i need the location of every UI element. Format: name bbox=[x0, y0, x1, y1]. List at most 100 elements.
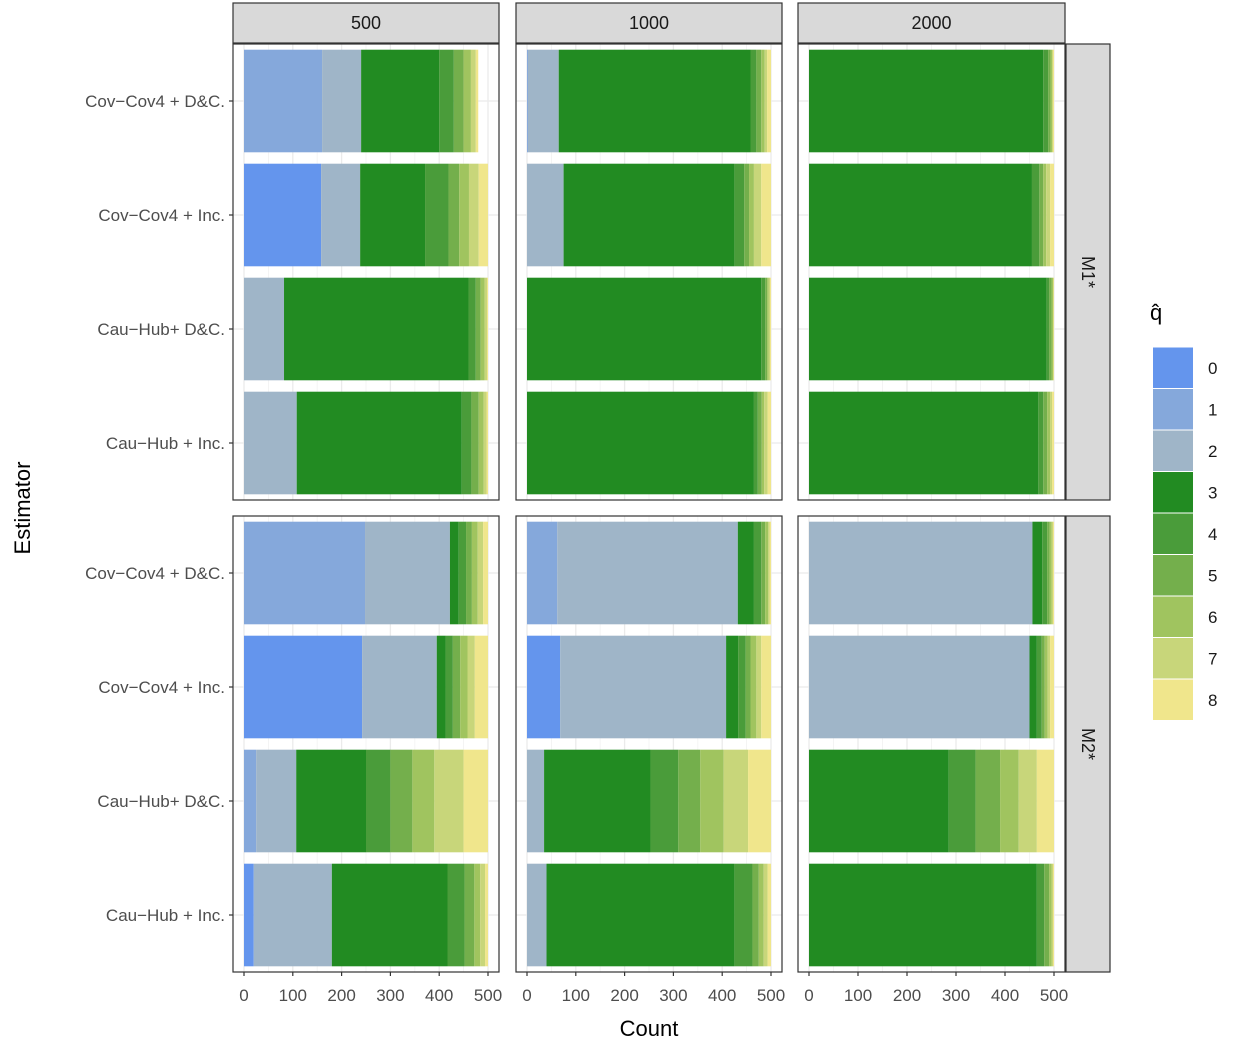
bar-segment-q8 bbox=[485, 863, 488, 967]
bar-segment-q1 bbox=[527, 521, 558, 625]
bar-segment-q5 bbox=[1039, 163, 1044, 267]
bar-segment-q0 bbox=[244, 635, 363, 739]
bar-segment-q5 bbox=[745, 635, 751, 739]
bar-segment-q7 bbox=[484, 277, 488, 381]
bar-segment-q4 bbox=[1046, 277, 1050, 381]
bar-segment-q6 bbox=[463, 49, 471, 153]
x-tick-label: 500 bbox=[1040, 986, 1068, 1005]
y-tick-label: Cov−Cov4 + Inc. bbox=[98, 206, 225, 225]
legend-label: 1 bbox=[1208, 400, 1217, 419]
bar-segment-q3 bbox=[737, 521, 754, 625]
bar-segment-q5 bbox=[475, 277, 481, 381]
bar-segment-q7 bbox=[477, 521, 484, 625]
bar-segment-q8 bbox=[767, 391, 771, 495]
bar-segment-q5 bbox=[757, 391, 762, 495]
bar-segment-q3 bbox=[563, 163, 735, 267]
bar-segment-q4 bbox=[734, 863, 753, 967]
bar-segment-q7 bbox=[1052, 49, 1054, 153]
bar-segment-q4 bbox=[650, 749, 679, 853]
bar-segment-q3 bbox=[809, 749, 949, 853]
bar-segment-q6 bbox=[765, 521, 769, 625]
panel-M1*-500 bbox=[232, 43, 500, 501]
bar-segment-q7 bbox=[1018, 749, 1037, 853]
bar-segment-q4 bbox=[1031, 163, 1040, 267]
bar-segment-q5 bbox=[1044, 863, 1050, 967]
bar-segment-q2 bbox=[322, 49, 362, 153]
bar-segment-q5 bbox=[752, 863, 759, 967]
bar-segment-q3 bbox=[809, 277, 1047, 381]
x-tick-label: 100 bbox=[279, 986, 307, 1005]
bar-segment-q3 bbox=[546, 863, 735, 967]
bar-segment-q2 bbox=[527, 163, 564, 267]
x-tick-label: 400 bbox=[708, 986, 736, 1005]
bar-segment-q8 bbox=[463, 749, 488, 853]
bar-segment-q3 bbox=[809, 863, 1037, 967]
bar-segment-q7 bbox=[1051, 521, 1054, 625]
bar-segment-q6 bbox=[758, 863, 764, 967]
bar-segment-q4 bbox=[753, 391, 758, 495]
bar-segment-q7 bbox=[763, 863, 768, 967]
x-tick-label: 100 bbox=[562, 986, 590, 1005]
bar-segment-q0 bbox=[244, 863, 254, 967]
bar-segment-q3 bbox=[558, 49, 751, 153]
panel-border bbox=[797, 515, 1066, 973]
bar-segment-q7 bbox=[756, 635, 762, 739]
bar-segment-q7 bbox=[768, 521, 770, 625]
legend-key-4 bbox=[1153, 513, 1193, 554]
bar-segment-q4 bbox=[461, 391, 472, 495]
bar-segment-q1 bbox=[244, 521, 366, 625]
bar-segment-q7 bbox=[480, 863, 486, 967]
bar-segment-q0 bbox=[244, 163, 322, 267]
bar-segment-q2 bbox=[244, 277, 285, 381]
bar-segment-q3 bbox=[296, 749, 366, 853]
bar-segment-q2 bbox=[809, 521, 1033, 625]
bar-segment-q8 bbox=[1036, 749, 1054, 853]
panel-M1*-2000 bbox=[797, 43, 1066, 501]
bar-segment-q2 bbox=[365, 521, 450, 625]
bar-segment-q4 bbox=[753, 521, 762, 625]
panel-border bbox=[515, 43, 783, 501]
bar-segment-q7 bbox=[764, 391, 768, 495]
bar-segment-q3 bbox=[360, 163, 426, 267]
bar-segment-q4 bbox=[1036, 863, 1045, 967]
facet-strip-col-1000 bbox=[515, 2, 783, 44]
bar-segment-q2 bbox=[527, 749, 545, 853]
y-axis-title: Estimator bbox=[10, 462, 35, 555]
x-tick-label: 0 bbox=[522, 986, 531, 1005]
bar-segment-q6 bbox=[1049, 521, 1052, 625]
x-tick-label: 500 bbox=[474, 986, 502, 1005]
bar-segment-q7 bbox=[753, 163, 762, 267]
bar-segment-q5 bbox=[1049, 277, 1052, 381]
legend: q̂ 0 1 2 3 4 5 6 7 8 bbox=[1150, 300, 1217, 720]
bar-segment-q4 bbox=[1043, 49, 1049, 153]
y-tick-label: Cov−Cov4 + D&C. bbox=[85, 564, 225, 583]
bar-segment-q6 bbox=[1043, 163, 1047, 267]
bar-segment-q3 bbox=[436, 635, 446, 739]
bar-segment-q6 bbox=[761, 49, 765, 153]
bar-segment-q5 bbox=[464, 863, 475, 967]
bar-segment-q8 bbox=[486, 391, 488, 495]
bar-segment-q1 bbox=[244, 749, 257, 853]
bar-segment-q3 bbox=[331, 863, 448, 967]
legend-label: 0 bbox=[1208, 359, 1217, 378]
x-tick-label: 0 bbox=[239, 986, 248, 1005]
bar-segment-q6 bbox=[700, 749, 724, 853]
bar-segment-q7 bbox=[1046, 163, 1051, 267]
bar-segment-q8 bbox=[483, 521, 488, 625]
bar-segment-q3 bbox=[527, 391, 754, 495]
facet-strip-row-M2* bbox=[1065, 515, 1111, 973]
bar-segment-q2 bbox=[527, 49, 559, 153]
bar-segment-q3 bbox=[1029, 635, 1037, 739]
x-tick-label: 300 bbox=[659, 986, 687, 1005]
bar-segment-q4 bbox=[1038, 391, 1044, 495]
bar-segment-q4 bbox=[447, 863, 465, 967]
panel-M2*-500 bbox=[232, 515, 500, 973]
bar-segment-q7 bbox=[723, 749, 749, 853]
facet-strip-label-col-1000: 1000 bbox=[629, 13, 669, 33]
bar-segment-q7 bbox=[470, 49, 476, 153]
legend-key-6 bbox=[1153, 596, 1193, 637]
bar-segment-q1 bbox=[527, 49, 528, 153]
bar-segment-q5 bbox=[1048, 49, 1051, 153]
bar-segment-q8 bbox=[761, 635, 771, 739]
